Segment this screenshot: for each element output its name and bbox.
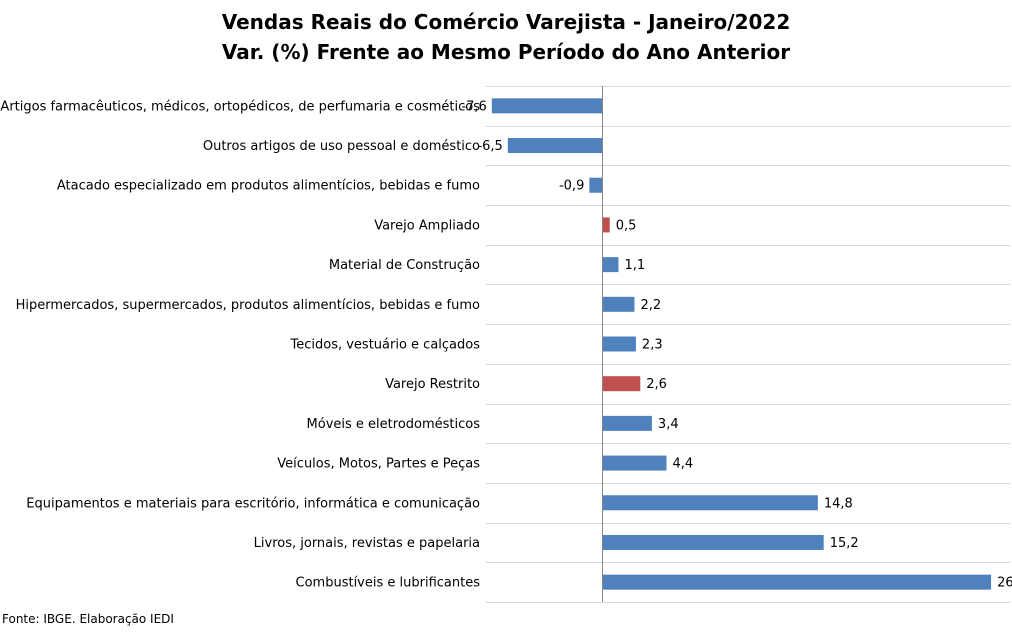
bar xyxy=(602,257,619,273)
data-label: 14,8 xyxy=(824,496,853,511)
chart-subtitle: Var. (%) Frente ao Mesmo Período do Ano … xyxy=(221,40,791,64)
source-note: Fonte: IBGE. Elaboração IEDI xyxy=(2,612,174,626)
bar xyxy=(602,455,667,471)
bar xyxy=(602,336,636,352)
data-label: 2,2 xyxy=(640,298,661,313)
data-label: -0,9 xyxy=(559,179,584,194)
bar xyxy=(602,217,610,233)
category-label: Outros artigos de uso pessoal e doméstic… xyxy=(203,139,480,154)
category-label: Combustíveis e lubrificantes xyxy=(296,576,481,591)
data-label: 26,7 xyxy=(997,576,1012,591)
bar xyxy=(507,138,603,154)
category-label: Equipamentos e materiais para escritório… xyxy=(26,496,480,511)
category-label: Material de Construção xyxy=(329,258,480,273)
bar xyxy=(589,177,603,193)
bar xyxy=(602,534,824,550)
data-label: -6,5 xyxy=(477,139,502,154)
chart-title: Vendas Reais do Comércio Varejista - Jan… xyxy=(221,10,791,34)
data-label: 2,6 xyxy=(646,377,667,392)
category-label: Livros, jornais, revistas e papelaria xyxy=(254,536,480,551)
category-label: Móveis e eletrodomésticos xyxy=(307,417,481,432)
bar xyxy=(602,574,992,590)
bar xyxy=(602,376,641,392)
bar xyxy=(602,296,635,312)
category-label: Artigos farmacêuticos, médicos, ortopédi… xyxy=(0,99,480,114)
data-label: 0,5 xyxy=(616,218,637,233)
category-label: Varejo Ampliado xyxy=(374,218,480,233)
category-label: Veículos, Motos, Partes e Peças xyxy=(277,457,480,472)
category-label: Tecidos, vestuário e calçados xyxy=(290,338,481,353)
bar xyxy=(602,415,652,431)
data-label: 4,4 xyxy=(672,457,693,472)
bar xyxy=(491,98,603,114)
data-label: 15,2 xyxy=(830,536,859,551)
bar xyxy=(602,495,818,511)
data-label: -7,6 xyxy=(461,99,486,114)
category-label: Varejo Restrito xyxy=(385,377,480,392)
data-label: 2,3 xyxy=(642,338,663,353)
data-label: 1,1 xyxy=(624,258,645,273)
data-label: 3,4 xyxy=(658,417,679,432)
category-label: Hipermercados, supermercados, produtos a… xyxy=(16,298,480,313)
category-label: Atacado especializado em produtos alimen… xyxy=(57,179,480,194)
